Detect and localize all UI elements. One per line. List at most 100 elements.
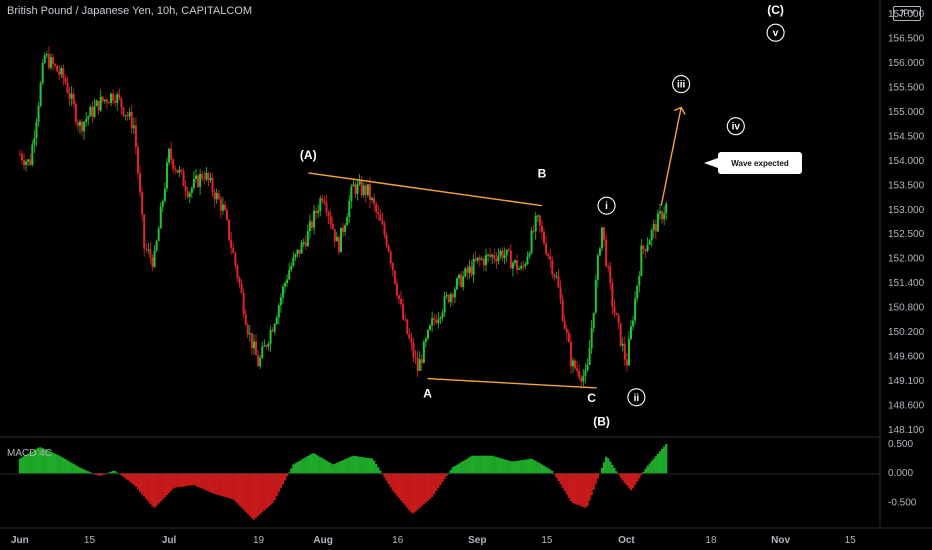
candle-body: [91, 107, 94, 117]
candle-body: [571, 360, 574, 367]
macd-bar: [259, 473, 262, 515]
candle-body: [598, 248, 601, 256]
candle-body: [476, 257, 479, 261]
macd-bar: [327, 461, 330, 474]
candle-body: [487, 254, 490, 256]
candle-body: [650, 229, 653, 241]
macd-bar: [627, 473, 631, 488]
candle-body: [520, 265, 523, 269]
candle-body: [348, 201, 351, 218]
macd-bar: [257, 473, 260, 516]
macd-bar: [271, 473, 274, 504]
candle-body: [339, 227, 342, 253]
candle-body: [56, 65, 59, 72]
macd-bar: [573, 473, 577, 504]
candle-body: [337, 237, 340, 253]
macd-bar: [538, 463, 541, 474]
macd-bar: [157, 473, 160, 504]
candle-body: [273, 324, 276, 332]
macd-bar: [406, 473, 409, 508]
candle-body: [458, 274, 461, 279]
candle-body: [60, 68, 63, 75]
macd-bar: [254, 473, 258, 518]
macd-bar: [609, 461, 612, 474]
candle-body: [489, 254, 492, 257]
macd-bar: [366, 457, 370, 474]
candle-body: [536, 215, 539, 217]
macd-bar: [223, 473, 227, 497]
candle-body: [429, 325, 432, 330]
candle-body: [642, 245, 645, 250]
candle-body: [248, 333, 251, 335]
candle-body: [97, 100, 100, 111]
macd-bar: [246, 473, 249, 515]
macd-bar: [43, 449, 46, 474]
candle-body: [605, 239, 608, 267]
macd-bar: [563, 473, 566, 492]
candle-body: [203, 178, 206, 180]
candle-body: [503, 255, 506, 259]
macd-bar: [89, 472, 92, 474]
macd-bar: [600, 467, 604, 474]
macd-bar: [20, 457, 24, 474]
price-tick-label: 152.500: [888, 229, 925, 240]
macd-bar: [615, 471, 618, 474]
candle-body: [468, 266, 471, 273]
macd-bar: [513, 461, 517, 474]
candle-body: [329, 215, 332, 224]
macd-bar: [74, 465, 77, 474]
wave-label: B: [538, 167, 547, 181]
candle-body: [47, 54, 50, 68]
macd-bar: [623, 473, 626, 483]
macd-bar: [621, 473, 624, 481]
candle-body: [611, 283, 614, 307]
macd-bar: [373, 460, 376, 474]
macd-bar: [414, 473, 417, 512]
candle-body: [540, 225, 543, 232]
time-tick-label: Nov: [771, 535, 790, 546]
macd-tick-label: 0.500: [888, 439, 913, 450]
candle-body: [582, 375, 585, 382]
macd-bar: [323, 459, 326, 474]
candle-body: [478, 257, 481, 260]
macd-bar: [281, 473, 285, 485]
candle-body: [294, 254, 297, 258]
macd-bar: [453, 465, 457, 474]
candle-body: [101, 96, 104, 101]
macd-bar: [263, 473, 266, 511]
candle-body: [134, 125, 137, 148]
macd-bar: [509, 461, 512, 474]
candle-body: [103, 99, 106, 101]
macd-bar: [379, 470, 382, 474]
wave-label: A: [423, 386, 432, 400]
candle-body: [112, 93, 115, 101]
macd-bar: [172, 473, 175, 489]
macd-bar: [468, 457, 471, 474]
macd-bar: [518, 460, 521, 474]
candle-body: [70, 93, 73, 99]
price-tick-label: 148.600: [888, 401, 925, 412]
macd-bar: [178, 473, 181, 488]
candle-body: [174, 168, 177, 170]
candle-body: [304, 242, 307, 247]
candle-body: [418, 359, 421, 371]
price-tick-label: 155.000: [888, 107, 925, 118]
macd-bar: [418, 473, 421, 508]
wave-circle: [627, 388, 646, 407]
macd-bar: [478, 455, 481, 474]
macd-bar: [435, 473, 438, 492]
macd-bar: [381, 473, 384, 475]
currency-badge[interactable]: JPY: [893, 6, 921, 21]
candle-body: [151, 257, 154, 267]
macd-bar: [159, 473, 162, 502]
macd-bar: [302, 458, 305, 474]
candle-body: [68, 92, 71, 99]
candle-body: [416, 357, 419, 371]
candle-body: [325, 202, 328, 213]
candle-body: [192, 179, 195, 189]
macd-bar: [149, 473, 152, 504]
candle-body: [286, 279, 289, 284]
candle-body: [501, 251, 504, 259]
